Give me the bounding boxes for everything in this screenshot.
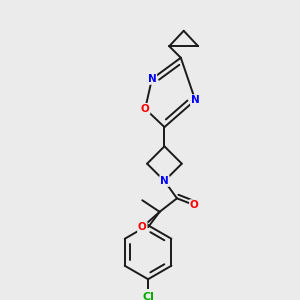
Text: Cl: Cl (142, 292, 154, 300)
Text: N: N (191, 95, 200, 105)
Text: O: O (141, 104, 150, 114)
Text: O: O (138, 222, 147, 232)
Text: N: N (160, 176, 169, 186)
Text: O: O (190, 200, 199, 210)
Text: N: N (148, 74, 156, 84)
